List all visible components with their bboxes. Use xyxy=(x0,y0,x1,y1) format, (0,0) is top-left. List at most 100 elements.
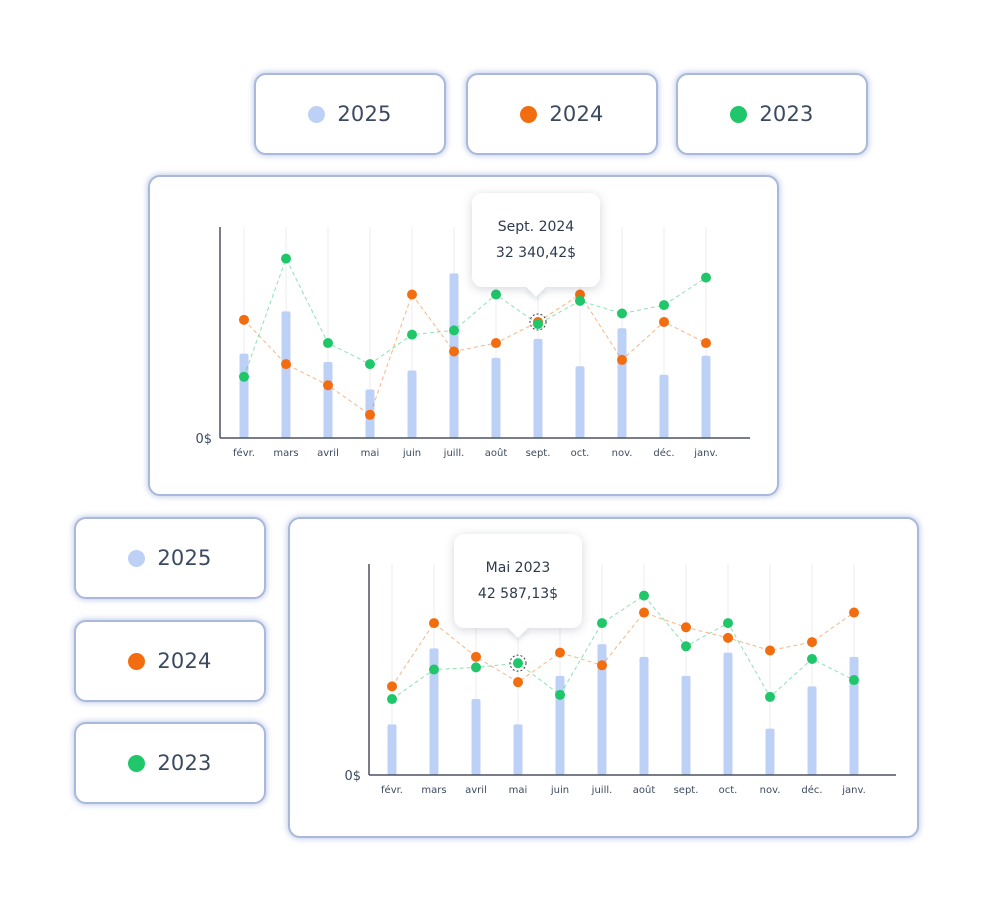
legend-2025-dot xyxy=(128,549,146,567)
bar-2025-mai xyxy=(513,724,523,775)
bar-2025-août xyxy=(491,357,501,438)
point-2024-mai xyxy=(513,677,523,688)
point-2024-oct. xyxy=(723,632,733,643)
bar-2025-mars xyxy=(281,311,291,438)
series-line-2024 xyxy=(243,293,707,416)
point-2024-nov. xyxy=(617,354,627,365)
x-tick-label-2: avril xyxy=(317,448,339,459)
bar-2025-janv. xyxy=(701,355,711,438)
x-tick-label-7: sept. xyxy=(526,448,551,459)
point-2024-juin xyxy=(407,289,417,300)
x-tick-label-10: déc. xyxy=(801,784,822,796)
point-2023-sept. xyxy=(533,319,543,330)
legend-2023-label: 2023 xyxy=(759,102,814,126)
bar-2025-sept. xyxy=(681,675,691,775)
point-2023-mai xyxy=(513,658,523,669)
point-2023-févr. xyxy=(239,371,249,382)
legend-2023-card-side[interactable]: 2023 xyxy=(74,722,266,804)
point-2024-déc. xyxy=(807,637,817,648)
point-2024-mars xyxy=(281,359,291,370)
highlight-ring xyxy=(509,654,527,672)
point-2023-juill. xyxy=(449,325,459,336)
point-2023-oct. xyxy=(723,618,733,629)
highlight-ring xyxy=(529,313,547,331)
bar-2025-oct. xyxy=(575,366,585,438)
legend-2024-dot xyxy=(520,105,538,123)
bar-2025-déc. xyxy=(659,374,669,438)
point-2024-avril xyxy=(471,651,481,662)
chart-2-svg: 0$ févr. mars avril mai juin juill. août sept. oc… xyxy=(344,564,896,796)
point-2024-janv. xyxy=(849,607,859,618)
bar-2025-avril xyxy=(471,699,481,775)
chart-2-tooltip-value: 42 587,13$ xyxy=(477,586,559,602)
point-2024-févr. xyxy=(387,681,397,692)
chart-2-tooltip-title: Mai 2023 xyxy=(485,560,551,576)
point-2023-janv. xyxy=(849,675,859,686)
bar-2025-août xyxy=(639,656,649,775)
x-tick-label-3: mai xyxy=(509,785,528,796)
point-2024-sept. xyxy=(681,622,691,633)
point-2023-avril xyxy=(323,338,333,349)
x-tick-label-5: juill. xyxy=(443,448,465,459)
x-tick-label-6: août xyxy=(485,447,508,459)
legend-2023-dot xyxy=(730,105,748,123)
x-tick-label-1: mars xyxy=(421,785,446,796)
bar-2025-févr. xyxy=(387,724,397,775)
legend-2023-dot xyxy=(128,754,146,772)
chart-2-tooltip: Mai 2023 42 587,13$ xyxy=(454,534,582,638)
legend-2023-card[interactable]: 2023 xyxy=(676,73,868,155)
legend-2025-dot xyxy=(308,105,326,123)
point-2024-janv. xyxy=(701,338,711,349)
bar-2025-nov. xyxy=(765,728,775,775)
point-2024-juin xyxy=(555,647,565,658)
point-2023-juill. xyxy=(597,618,607,629)
x-tick-label-5: juill. xyxy=(591,785,613,796)
point-2023-févr. xyxy=(387,694,397,705)
x-tick-label-0: févr. xyxy=(381,784,403,796)
point-2023-mars xyxy=(281,253,291,264)
bar-2025-févr. xyxy=(239,353,249,438)
x-tick-label-11: janv. xyxy=(841,785,866,796)
legend-2024-card-side[interactable]: 2024 xyxy=(74,620,266,702)
point-2024-mai xyxy=(365,409,375,420)
point-2023-avril xyxy=(471,662,481,673)
x-tick-label-3: mai xyxy=(361,448,380,459)
point-2024-juill. xyxy=(597,660,607,671)
point-2024-août xyxy=(639,607,649,618)
y-zero-label: 0$ xyxy=(344,769,361,784)
legend-2023-label: 2023 xyxy=(157,751,212,775)
x-tick-label-6: août xyxy=(633,784,656,796)
chart-1-tooltip-title: Sept. 2024 xyxy=(497,219,575,235)
point-2024-déc. xyxy=(659,316,669,327)
point-2023-juin xyxy=(407,329,417,340)
point-2023-nov. xyxy=(617,308,627,319)
legend-2024-card[interactable]: 2024 xyxy=(466,73,658,155)
point-2024-nov. xyxy=(765,645,775,656)
x-tick-label-4: juin xyxy=(550,785,569,796)
x-tick-label-8: oct. xyxy=(719,785,738,796)
legend-2025-card[interactable]: 2025 xyxy=(254,73,446,155)
legend-2025-card-side[interactable]: 2025 xyxy=(74,517,266,599)
point-2023-juin xyxy=(555,689,565,700)
bar-2025-déc. xyxy=(807,686,817,775)
point-2023-août xyxy=(491,289,501,300)
x-tick-label-9: nov. xyxy=(760,785,781,796)
x-tick-label-11: janv. xyxy=(693,448,718,459)
x-tick-label-0: févr. xyxy=(233,447,255,459)
y-zero-label: 0$ xyxy=(195,432,212,447)
series-line-2023 xyxy=(391,594,855,700)
x-tick-label-1: mars xyxy=(273,448,298,459)
legend-2024-dot xyxy=(128,652,146,670)
point-2024-juill. xyxy=(449,346,459,357)
legend-2024-label: 2024 xyxy=(157,649,212,673)
point-2024-août xyxy=(491,338,501,349)
chart-card-2: 0$ févr. mars avril mai juin juill. août sept. oc… xyxy=(288,517,919,838)
point-2023-oct. xyxy=(575,295,585,306)
chart-1-tooltip-value: 32 340,42$ xyxy=(495,245,577,261)
x-tick-label-9: nov. xyxy=(612,448,633,459)
bar-2025-janv. xyxy=(849,656,859,775)
point-2023-déc. xyxy=(659,300,669,311)
point-2023-mars xyxy=(429,664,439,675)
series-line-2023 xyxy=(243,257,707,377)
legend-2025-label: 2025 xyxy=(337,102,392,126)
